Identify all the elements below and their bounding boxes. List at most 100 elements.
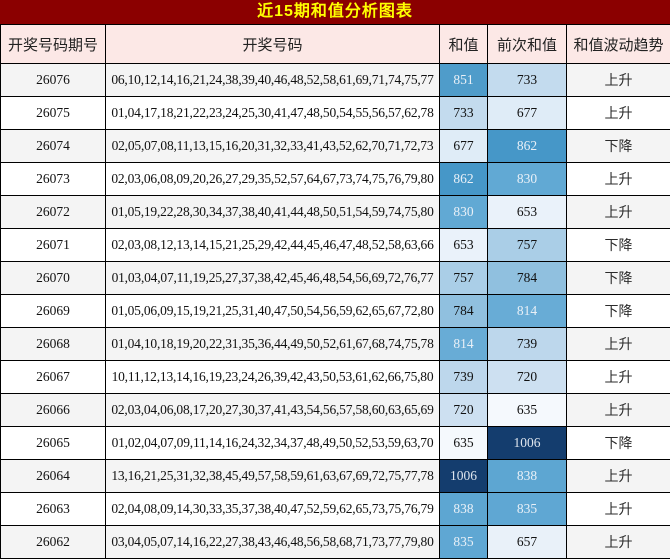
prev-sum-cell: 739	[487, 327, 567, 361]
period-cell: 26062	[0, 525, 106, 559]
page-title: 近15期和值分析图表	[0, 0, 670, 24]
prev-sum-cell: 653	[487, 195, 567, 229]
prev-sum-cell: 733	[487, 63, 567, 97]
trend-cell: 上升	[566, 96, 670, 130]
header-row: 开奖号码期号 开奖号码 和值 前次和值 和值波动趋势	[0, 24, 670, 64]
prev-sum-cell: 1006	[487, 426, 567, 460]
prev-sum-cell: 830	[487, 162, 567, 196]
numbers-cell: 02,03,08,12,13,14,15,21,25,29,42,44,45,4…	[105, 228, 440, 262]
trend-cell: 上升	[566, 63, 670, 97]
prev-sum-cell: 720	[487, 360, 567, 394]
sum-cell: 653	[439, 228, 488, 262]
sum-cell: 739	[439, 360, 488, 394]
period-cell: 26067	[0, 360, 106, 394]
column-header-period: 开奖号码期号	[0, 24, 106, 64]
period-cell: 26068	[0, 327, 106, 361]
period-cell: 26065	[0, 426, 106, 460]
period-cell: 26069	[0, 294, 106, 328]
trend-cell: 上升	[566, 492, 670, 526]
column-header-numbers: 开奖号码	[105, 24, 440, 64]
sum-cell: 814	[439, 327, 488, 361]
trend-cell: 上升	[566, 327, 670, 361]
sum-cell: 720	[439, 393, 488, 427]
column-header-sum: 和值	[439, 24, 488, 64]
sum-cell: 733	[439, 96, 488, 130]
table-body: 26076 06,10,12,14,16,21,24,38,39,40,46,4…	[0, 63, 670, 559]
table-row: 26063 02,04,08,09,14,30,33,35,37,38,40,4…	[0, 492, 670, 526]
sum-cell: 784	[439, 294, 488, 328]
period-cell: 26063	[0, 492, 106, 526]
trend-cell: 下降	[566, 228, 670, 262]
prev-sum-cell: 657	[487, 525, 567, 559]
table-row: 26069 01,05,06,09,15,19,21,25,31,40,47,5…	[0, 294, 670, 328]
prev-sum-cell: 835	[487, 492, 567, 526]
period-cell: 26066	[0, 393, 106, 427]
sum-cell: 862	[439, 162, 488, 196]
prev-sum-cell: 862	[487, 129, 567, 163]
period-cell: 26071	[0, 228, 106, 262]
trend-cell: 下降	[566, 426, 670, 460]
trend-cell: 上升	[566, 195, 670, 229]
numbers-cell: 03,04,05,07,14,16,22,27,38,43,46,48,56,5…	[105, 525, 440, 559]
trend-cell: 上升	[566, 360, 670, 394]
table-row: 26067 10,11,12,13,14,16,19,23,24,26,39,4…	[0, 360, 670, 394]
prev-sum-cell: 757	[487, 228, 567, 262]
sum-cell: 838	[439, 492, 488, 526]
prev-sum-cell: 677	[487, 96, 567, 130]
column-header-prev-sum: 前次和值	[487, 24, 567, 64]
period-cell: 26073	[0, 162, 106, 196]
period-cell: 26064	[0, 459, 106, 493]
sum-analysis-table: 开奖号码期号 开奖号码 和值 前次和值 和值波动趋势 26076 06,10,1…	[0, 24, 670, 559]
numbers-cell: 02,04,08,09,14,30,33,35,37,38,40,47,52,5…	[105, 492, 440, 526]
numbers-cell: 01,03,04,07,11,19,25,27,37,38,42,45,46,4…	[105, 261, 440, 295]
table-row: 26076 06,10,12,14,16,21,24,38,39,40,46,4…	[0, 63, 670, 97]
table-row: 26074 02,05,07,08,11,13,15,16,20,31,32,3…	[0, 129, 670, 163]
numbers-cell: 01,04,17,18,21,22,23,24,25,30,41,47,48,5…	[105, 96, 440, 130]
period-cell: 26070	[0, 261, 106, 295]
prev-sum-cell: 814	[487, 294, 567, 328]
table-row: 26070 01,03,04,07,11,19,25,27,37,38,42,4…	[0, 261, 670, 295]
numbers-cell: 10,11,12,13,14,16,19,23,24,26,39,42,43,5…	[105, 360, 440, 394]
table-row: 26075 01,04,17,18,21,22,23,24,25,30,41,4…	[0, 96, 670, 130]
sum-cell: 757	[439, 261, 488, 295]
trend-cell: 下降	[566, 294, 670, 328]
trend-cell: 下降	[566, 261, 670, 295]
trend-cell: 上升	[566, 162, 670, 196]
period-cell: 26075	[0, 96, 106, 130]
table-row: 26068 01,04,10,18,19,20,22,31,35,36,44,4…	[0, 327, 670, 361]
numbers-cell: 02,05,07,08,11,13,15,16,20,31,32,33,41,4…	[105, 129, 440, 163]
trend-cell: 上升	[566, 525, 670, 559]
column-header-trend: 和值波动趋势	[566, 24, 670, 64]
sum-cell: 677	[439, 129, 488, 163]
numbers-cell: 01,02,04,07,09,11,14,16,24,32,34,37,48,4…	[105, 426, 440, 460]
numbers-cell: 01,05,06,09,15,19,21,25,31,40,47,50,54,5…	[105, 294, 440, 328]
prev-sum-cell: 838	[487, 459, 567, 493]
numbers-cell: 01,05,19,22,28,30,34,37,38,40,41,44,48,5…	[105, 195, 440, 229]
numbers-cell: 01,04,10,18,19,20,22,31,35,36,44,49,50,5…	[105, 327, 440, 361]
table-row: 26071 02,03,08,12,13,14,15,21,25,29,42,4…	[0, 228, 670, 262]
period-cell: 26074	[0, 129, 106, 163]
sum-cell: 830	[439, 195, 488, 229]
period-cell: 26072	[0, 195, 106, 229]
trend-cell: 上升	[566, 459, 670, 493]
trend-cell: 下降	[566, 129, 670, 163]
table-row: 26073 02,03,06,08,09,20,26,27,29,35,52,5…	[0, 162, 670, 196]
numbers-cell: 02,03,06,08,09,20,26,27,29,35,52,57,64,6…	[105, 162, 440, 196]
sum-cell: 835	[439, 525, 488, 559]
table-row: 26072 01,05,19,22,28,30,34,37,38,40,41,4…	[0, 195, 670, 229]
table-row: 26065 01,02,04,07,09,11,14,16,24,32,34,3…	[0, 426, 670, 460]
sum-cell: 635	[439, 426, 488, 460]
table-row: 26062 03,04,05,07,14,16,22,27,38,43,46,4…	[0, 525, 670, 559]
period-cell: 26076	[0, 63, 106, 97]
table-row: 26066 02,03,04,06,08,17,20,27,30,37,41,4…	[0, 393, 670, 427]
table-row: 26064 13,16,21,25,31,32,38,45,49,57,58,5…	[0, 459, 670, 493]
sum-cell: 851	[439, 63, 488, 97]
numbers-cell: 06,10,12,14,16,21,24,38,39,40,46,48,52,5…	[105, 63, 440, 97]
prev-sum-cell: 635	[487, 393, 567, 427]
numbers-cell: 02,03,04,06,08,17,20,27,30,37,41,43,54,5…	[105, 393, 440, 427]
sum-cell: 1006	[439, 459, 488, 493]
prev-sum-cell: 784	[487, 261, 567, 295]
numbers-cell: 13,16,21,25,31,32,38,45,49,57,58,59,61,6…	[105, 459, 440, 493]
trend-cell: 上升	[566, 393, 670, 427]
